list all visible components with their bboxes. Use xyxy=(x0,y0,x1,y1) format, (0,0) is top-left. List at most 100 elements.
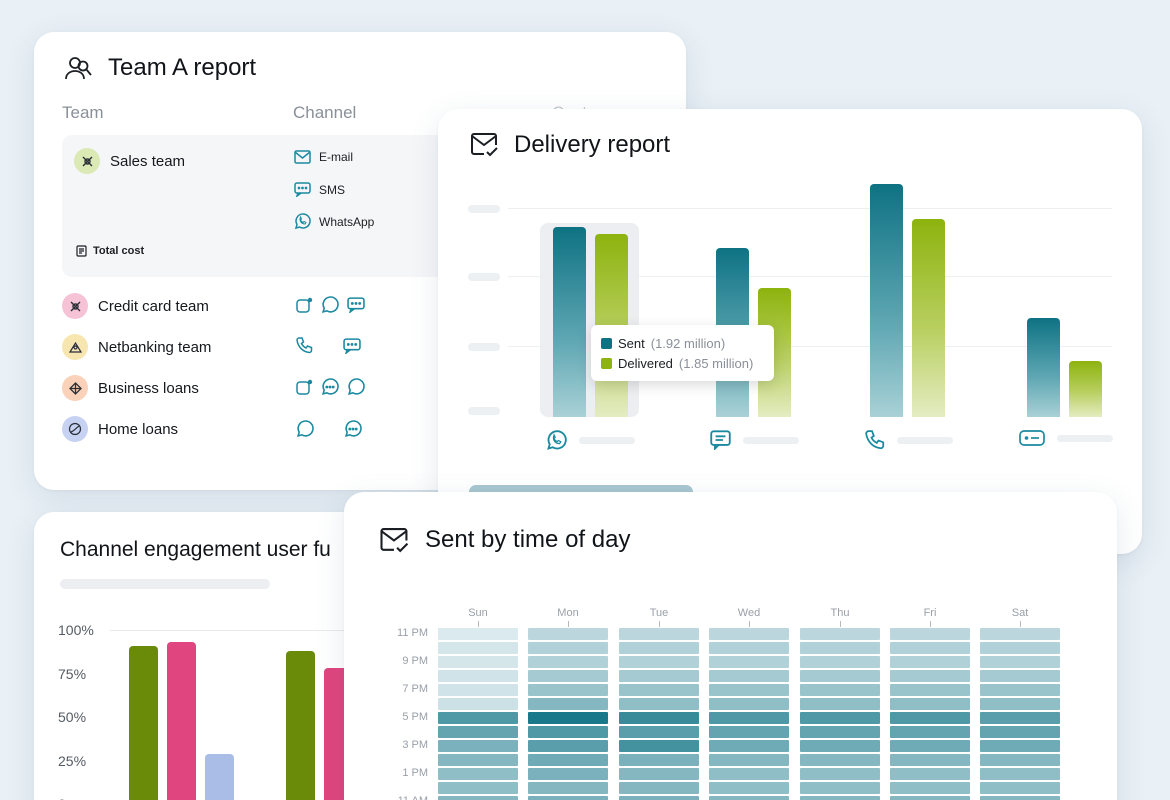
heatmap-cell[interactable] xyxy=(528,768,608,780)
heatmap-cell[interactable] xyxy=(619,782,699,794)
heatmap-cell[interactable] xyxy=(890,628,970,640)
heatmap-cell[interactable] xyxy=(619,726,699,738)
heatmap-cell[interactable] xyxy=(980,642,1060,654)
heatmap-cell[interactable] xyxy=(980,740,1060,752)
heatmap-cell[interactable] xyxy=(528,628,608,640)
heatmap-cell[interactable] xyxy=(528,782,608,794)
heatmap-cell[interactable] xyxy=(619,642,699,654)
heatmap-cell[interactable] xyxy=(438,740,518,752)
heatmap-cell[interactable] xyxy=(800,726,880,738)
heatmap-cell[interactable] xyxy=(528,712,608,724)
heatmap-cell[interactable] xyxy=(800,768,880,780)
heatmap-cell[interactable] xyxy=(800,628,880,640)
heatmap-cell[interactable] xyxy=(709,698,789,710)
heatmap-cell[interactable] xyxy=(980,726,1060,738)
heatmap-cell[interactable] xyxy=(528,726,608,738)
heatmap-cell[interactable] xyxy=(438,656,518,668)
heatmap-cell[interactable] xyxy=(619,670,699,682)
heatmap-cell[interactable] xyxy=(709,628,789,640)
heatmap-cell[interactable] xyxy=(438,712,518,724)
x-category-phone[interactable] xyxy=(865,430,953,450)
heatmap-cell[interactable] xyxy=(890,656,970,668)
heatmap-cell[interactable] xyxy=(619,656,699,668)
bar-delivered-2[interactable] xyxy=(912,219,945,417)
heatmap-cell[interactable] xyxy=(528,698,608,710)
engagement-bar[interactable] xyxy=(129,645,158,800)
heatmap-cell[interactable] xyxy=(709,796,789,800)
heatmap-cell[interactable] xyxy=(438,768,518,780)
heatmap-cell[interactable] xyxy=(619,740,699,752)
heatmap-cell[interactable] xyxy=(709,754,789,766)
heatmap-cell[interactable] xyxy=(980,768,1060,780)
heatmap-cell[interactable] xyxy=(528,670,608,682)
heatmap-cell[interactable] xyxy=(800,698,880,710)
heatmap-cell[interactable] xyxy=(890,782,970,794)
heatmap-cell[interactable] xyxy=(800,670,880,682)
heatmap-cell[interactable] xyxy=(619,698,699,710)
heatmap-cell[interactable] xyxy=(438,670,518,682)
heatmap-cell[interactable] xyxy=(800,796,880,800)
heatmap-cell[interactable] xyxy=(980,782,1060,794)
heatmap-cell[interactable] xyxy=(438,642,518,654)
heatmap-cell[interactable] xyxy=(800,740,880,752)
heatmap-cell[interactable] xyxy=(438,782,518,794)
heatmap-cell[interactable] xyxy=(890,642,970,654)
heatmap-cell[interactable] xyxy=(800,754,880,766)
heatmap-cell[interactable] xyxy=(800,712,880,724)
heatmap-cell[interactable] xyxy=(709,782,789,794)
bar-sent-3[interactable] xyxy=(1027,318,1060,417)
team-row-business-loans[interactable]: Business loans xyxy=(62,375,199,401)
engagement-bar[interactable] xyxy=(205,753,234,800)
heatmap-cell[interactable] xyxy=(890,684,970,696)
heatmap-cell[interactable] xyxy=(438,796,518,800)
heatmap-cell[interactable] xyxy=(528,740,608,752)
heatmap-cell[interactable] xyxy=(980,656,1060,668)
heatmap-cell[interactable] xyxy=(980,698,1060,710)
heatmap-cell[interactable] xyxy=(890,712,970,724)
engagement-bar[interactable] xyxy=(167,642,196,800)
heatmap-cell[interactable] xyxy=(980,754,1060,766)
team-row-home-loans[interactable]: Home loans xyxy=(62,416,178,442)
heatmap-cell[interactable] xyxy=(438,628,518,640)
heatmap-cell[interactable] xyxy=(890,726,970,738)
bar-delivered-3[interactable] xyxy=(1069,361,1102,417)
heatmap-cell[interactable] xyxy=(890,698,970,710)
heatmap-cell[interactable] xyxy=(619,796,699,800)
heatmap-cell[interactable] xyxy=(709,712,789,724)
heatmap-cell[interactable] xyxy=(709,656,789,668)
heatmap-cell[interactable] xyxy=(528,754,608,766)
team-row-credit-card[interactable]: Credit card team xyxy=(62,293,209,319)
team-row-sales[interactable]: Sales team xyxy=(74,148,185,174)
heatmap-cell[interactable] xyxy=(528,642,608,654)
heatmap-cell[interactable] xyxy=(438,684,518,696)
selected-team-panel[interactable] xyxy=(62,135,482,277)
heatmap-cell[interactable] xyxy=(438,698,518,710)
x-category-sms[interactable] xyxy=(710,430,799,450)
heatmap-cell[interactable] xyxy=(800,656,880,668)
x-category-whatsapp[interactable] xyxy=(546,430,635,451)
heatmap-cell[interactable] xyxy=(800,782,880,794)
heatmap-cell[interactable] xyxy=(528,656,608,668)
heatmap-cell[interactable] xyxy=(528,796,608,800)
x-category-rcs[interactable] xyxy=(1019,430,1113,446)
heatmap-cell[interactable] xyxy=(438,726,518,738)
heatmap-cell[interactable] xyxy=(619,754,699,766)
bar-sent-2[interactable] xyxy=(870,184,903,417)
heatmap-cell[interactable] xyxy=(980,628,1060,640)
heatmap-cell[interactable] xyxy=(619,684,699,696)
heatmap-cell[interactable] xyxy=(800,684,880,696)
heatmap-cell[interactable] xyxy=(709,642,789,654)
heatmap-cell[interactable] xyxy=(619,628,699,640)
heatmap-cell[interactable] xyxy=(890,670,970,682)
heatmap-cell[interactable] xyxy=(980,712,1060,724)
heatmap-cell[interactable] xyxy=(438,754,518,766)
heatmap-cell[interactable] xyxy=(709,740,789,752)
heatmap-cell[interactable] xyxy=(980,684,1060,696)
engagement-bar[interactable] xyxy=(286,650,315,800)
bar-sent-0[interactable] xyxy=(553,227,586,417)
heatmap-cell[interactable] xyxy=(890,740,970,752)
heatmap-cell[interactable] xyxy=(890,796,970,800)
heatmap-cell[interactable] xyxy=(709,768,789,780)
team-row-netbanking[interactable]: Netbanking team xyxy=(62,334,211,360)
heatmap-cell[interactable] xyxy=(890,754,970,766)
